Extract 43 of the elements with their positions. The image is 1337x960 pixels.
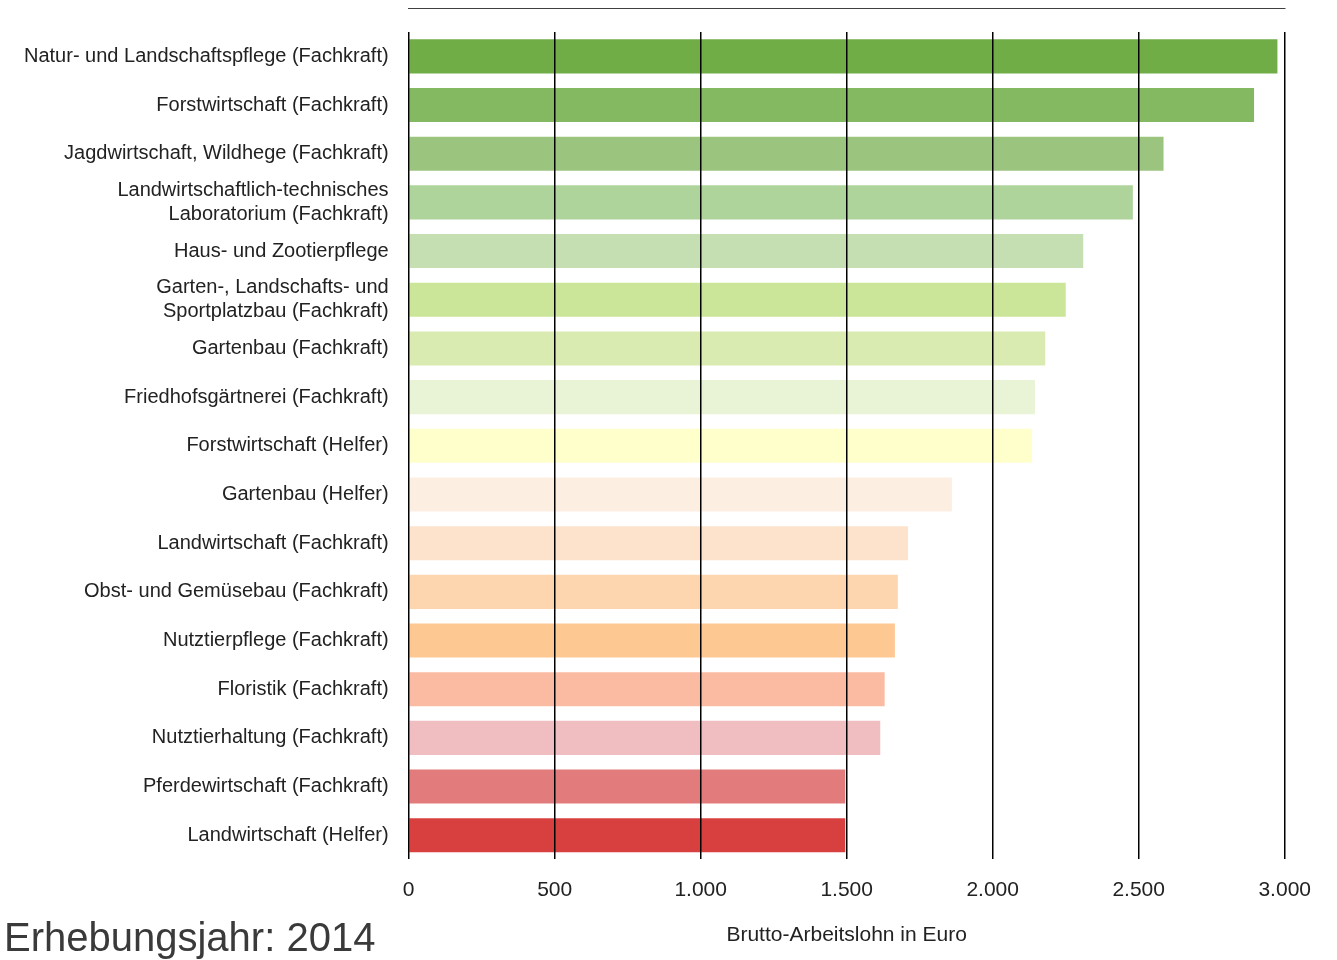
text: Erhebungsjahr: 2014	[4, 915, 376, 960]
bar	[409, 574, 898, 609]
x-tick-label: 1.500	[820, 877, 873, 900]
bar	[409, 282, 1066, 317]
y-tick-label: Jagdwirtschaft, Wildhege (Fachkraft)	[64, 141, 389, 164]
bar	[409, 477, 952, 512]
y-tick-label: Haus- und Zootierpflege	[174, 238, 389, 261]
y-tick-label: Forstwirtschaft (Fachkraft)	[156, 92, 389, 115]
y-tick-label: Garten-, Landschafts- und Sportplatzbau (Fachkraft)	[156, 275, 389, 322]
y-tick-label: Natur- und Landschaftspflege (Fachkraft)	[23, 43, 389, 66]
x-axis-title: Brutto-Arbeitslohn in Euro	[726, 922, 967, 946]
x-tick-label: 2.500	[1112, 877, 1165, 900]
x-tick-label: 500	[537, 877, 573, 900]
bar	[409, 428, 1033, 463]
x-tick-label: 3.000	[1258, 877, 1312, 900]
y-tick-label: Floristik (Fachkraft)	[217, 676, 389, 699]
bar	[409, 136, 1164, 171]
y-tick-label: Nutztierhaltung (Fachkraft)	[151, 725, 389, 748]
y-tick-label: Friedhofsgärtnerei (Fachkraft)	[124, 384, 389, 407]
y-tick-label: Landwirtschaft (Fachkraft)	[157, 530, 389, 553]
y-tick-label: Gartenbau (Fachkraft)	[191, 335, 389, 358]
y-tick-label: Nutztierpflege (Fachkraft)	[162, 628, 389, 651]
x-tick-label: 2.000	[966, 877, 1019, 900]
y-tick-label: Obst- und Gemüsebau (Fachkraft)	[84, 579, 389, 602]
x-tick-label: 1.000	[674, 877, 727, 900]
bar	[409, 331, 1046, 366]
bar	[409, 623, 895, 658]
bar	[409, 87, 1255, 123]
bar	[409, 380, 1036, 415]
y-tick-label: Gartenbau (Helfer)	[221, 482, 389, 504]
bar	[409, 672, 885, 707]
bar	[409, 234, 1084, 269]
y-tick-label: Forstwirtschaft (Helfer)	[186, 433, 389, 456]
x-tick-label: 0	[402, 877, 415, 900]
bar	[409, 39, 1278, 74]
bar	[409, 818, 846, 853]
bar	[409, 769, 846, 804]
y-tick-label: Landwirtschaft (Helfer)	[187, 822, 389, 845]
bar	[409, 526, 908, 561]
bar	[409, 720, 881, 755]
y-tick-label: Pferdewirtschaft (Fachkraft)	[143, 774, 389, 797]
bar	[409, 185, 1133, 220]
y-tick-label: Landwirtschaftlich-technisches Laboratorium (Fachkraft)	[117, 177, 389, 224]
